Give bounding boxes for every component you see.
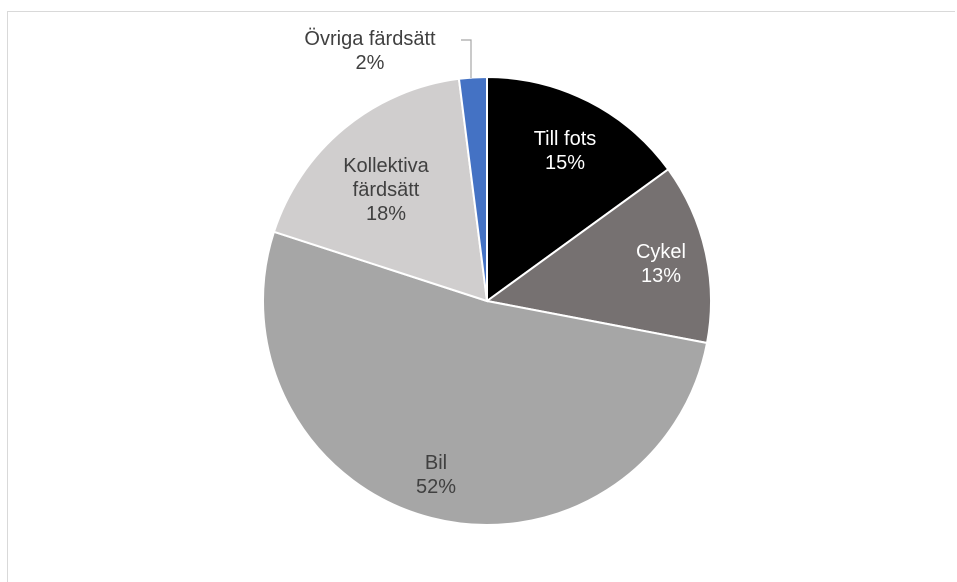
pie-slice	[484, 167, 712, 345]
chart-area	[7, 11, 955, 582]
pie-slice	[272, 77, 489, 303]
slice-percent-label: 52%	[416, 476, 456, 498]
slice-category-label: färdsätt	[353, 179, 420, 201]
slice-percent-label: 13%	[641, 265, 681, 287]
slice-percent-label: 15%	[545, 152, 585, 174]
pie-slice	[262, 230, 709, 526]
pie-slice	[486, 75, 670, 303]
slice-category-label: Cykel	[636, 241, 686, 263]
slice-percent-label: 18%	[366, 203, 406, 225]
slice-percent-label: 2%	[356, 52, 385, 74]
slice-category-label: Övriga färdsätt	[304, 28, 436, 50]
pie-slice	[457, 75, 488, 302]
slice-category-label: Till fots	[534, 128, 597, 150]
slice-category-label: Bil	[425, 452, 447, 474]
leader-line	[461, 39, 472, 78]
slice-category-label: Kollektiva	[343, 155, 429, 177]
